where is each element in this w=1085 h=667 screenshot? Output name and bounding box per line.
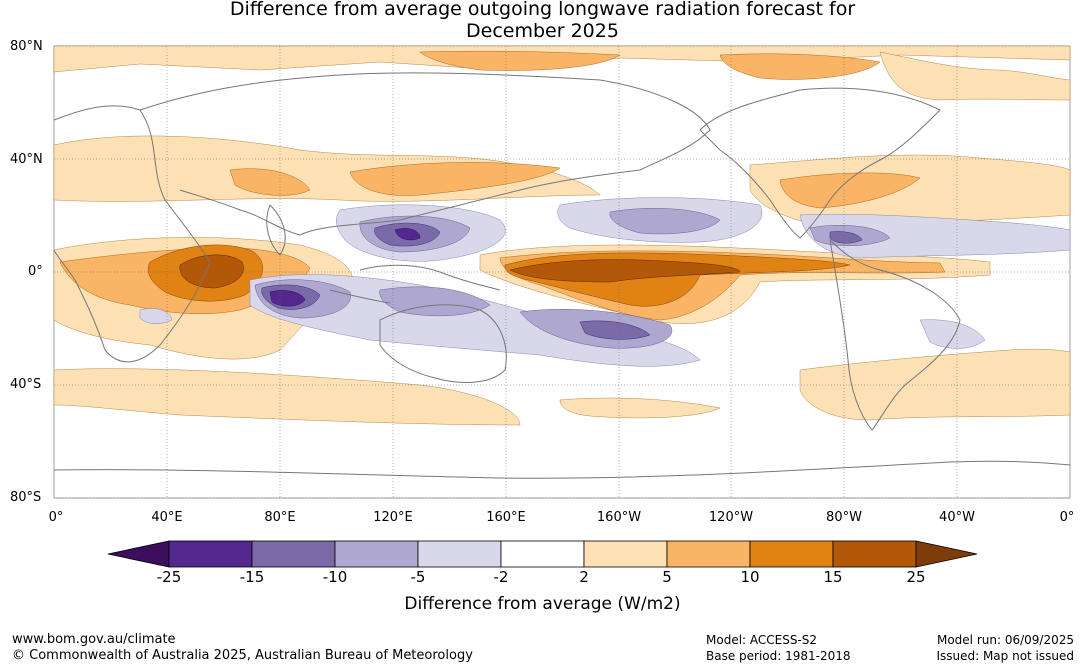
coastlines [53, 72, 1071, 479]
lon-label-160w: 160°W [596, 510, 642, 525]
map-title-line2: December 2025 [466, 20, 619, 42]
lon-label-0-east: 0° [1059, 510, 1075, 525]
footer-base-period: Base period: 1981-2018 [706, 649, 851, 663]
footer-issued: Issued: Map not issued [936, 649, 1074, 663]
colorbar-swatch [251, 540, 336, 568]
lat-label-40n: 40°N [10, 152, 43, 167]
lon-label-80e: 80°E [264, 510, 296, 525]
colorbar-extend-low [107, 540, 170, 568]
colorbar-tick: -15 [239, 568, 265, 586]
lon-label-80w: 80°W [826, 510, 862, 525]
lat-label-0: 0° [28, 264, 43, 279]
colorbar-swatch [168, 540, 253, 568]
colorbar-swatch [500, 540, 585, 568]
lon-label-120e: 120°E [373, 510, 413, 525]
footer-model-run: Model run: 06/09/2025 [936, 633, 1074, 647]
colorbar-tick: 25 [906, 568, 926, 586]
colorbar-tick: -10 [322, 568, 348, 586]
colorbar-swatch [417, 540, 502, 568]
lon-label-160e: 160°E [486, 510, 526, 525]
colorbar-swatch [832, 540, 917, 568]
colorbar-tick: 5 [662, 568, 672, 586]
footer-url[interactable]: www.bom.gov.au/climate [12, 632, 176, 647]
colorbar-swatch [749, 540, 834, 568]
lat-label-80n: 80°N [10, 39, 43, 54]
graticule [54, 45, 1070, 499]
colorbar-tick: -25 [156, 568, 182, 586]
colorbar-swatch [583, 540, 668, 568]
colorbar-tick: -5 [410, 568, 426, 586]
colorbar-tick: 2 [579, 568, 589, 586]
colorbar-title: Difference from average (W/m2) [404, 594, 681, 614]
footer-model: Model: ACCESS-S2 [706, 633, 818, 647]
lon-label-40w: 40°W [939, 510, 975, 525]
colorbar [107, 540, 978, 568]
lat-label-80s: 80°S [10, 490, 42, 505]
lat-label-40s: 40°S [10, 377, 42, 392]
lon-label-120w: 120°W [708, 510, 754, 525]
colorbar-swatch [334, 540, 419, 568]
lon-label-0: 0° [48, 510, 64, 525]
lon-label-40e: 40°E [151, 510, 183, 525]
colorbar-tick: -2 [493, 568, 509, 586]
anomaly-positive-15-25 [179, 254, 741, 289]
colorbar-extend-high [915, 540, 978, 568]
footer-copyright: © Commonwealth of Australia 2025, Austra… [12, 648, 473, 663]
colorbar-tick: 10 [740, 568, 760, 586]
anomaly-negative-15-25 [269, 228, 421, 307]
colorbar-swatch [666, 540, 751, 568]
colorbar-tick: 15 [823, 568, 843, 586]
map-title-line1: Difference from average outgoing longwav… [229, 0, 856, 20]
